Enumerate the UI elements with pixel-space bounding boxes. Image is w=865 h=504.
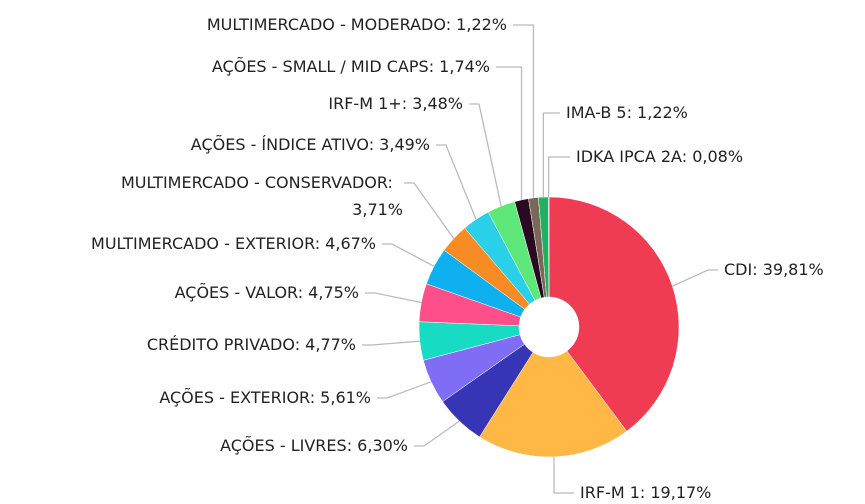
connector bbox=[542, 112, 560, 198]
data-label: AÇÕES - SMALL / MID CAPS: 1,74% bbox=[212, 57, 490, 76]
data-label: AÇÕES - LIVRES: 6,30% bbox=[220, 436, 408, 455]
data-label: IRF-M 1+: 3,48% bbox=[328, 94, 463, 113]
separator: : bbox=[752, 260, 762, 279]
slice bbox=[548, 196, 680, 432]
connector bbox=[513, 24, 535, 198]
separator: : bbox=[298, 283, 308, 302]
connector bbox=[672, 269, 718, 287]
connector bbox=[496, 66, 523, 200]
connector bbox=[382, 243, 435, 267]
connector bbox=[377, 381, 432, 399]
category-label: IRF-M 1+ bbox=[328, 94, 401, 113]
value-label: 0,08% bbox=[692, 147, 743, 166]
connector bbox=[436, 144, 477, 220]
value-label: 5,61% bbox=[320, 388, 371, 407]
separator: : bbox=[429, 57, 439, 76]
category-label: MULTIMERCADO - CONSERVADOR bbox=[121, 173, 388, 192]
connector bbox=[365, 292, 422, 304]
category-label: IRF-M 1 bbox=[580, 483, 640, 502]
data-label: MULTIMERCADO - CONSERVADOR: 3,71% bbox=[121, 173, 403, 219]
data-label: AÇÕES - VALOR: 4,75% bbox=[175, 283, 359, 302]
value-label: 1,74% bbox=[439, 57, 490, 76]
value-label: 6,30% bbox=[357, 436, 408, 455]
slice bbox=[479, 350, 628, 458]
connector bbox=[548, 156, 570, 198]
data-label: MULTIMERCADO - MODERADO: 1,22% bbox=[207, 15, 507, 34]
value-label: 4,75% bbox=[308, 283, 359, 302]
category-label: IMA-B 5 bbox=[566, 103, 627, 122]
separator: : bbox=[315, 234, 325, 253]
connector bbox=[469, 103, 502, 207]
category-label: CRÉDITO PRIVADO bbox=[147, 335, 295, 354]
separator: : bbox=[682, 147, 692, 166]
category-label: MULTIMERCADO - MODERADO bbox=[207, 15, 446, 34]
data-label: MULTIMERCADO - EXTERIOR: 4,67% bbox=[91, 234, 376, 253]
separator: : bbox=[295, 335, 305, 354]
separator: : bbox=[388, 173, 398, 192]
category-label: CDI bbox=[724, 260, 752, 279]
category-label: AÇÕES - SMALL / MID CAPS bbox=[212, 57, 429, 76]
separator: : bbox=[369, 135, 379, 154]
data-label: CDI: 39,81% bbox=[724, 260, 824, 279]
category-label: AÇÕES - LIVRES bbox=[220, 436, 347, 455]
value-label: 39,81% bbox=[763, 260, 824, 279]
separator: : bbox=[347, 436, 357, 455]
value-label: 4,67% bbox=[325, 234, 376, 253]
value-label: 3,48% bbox=[412, 94, 463, 113]
separator: : bbox=[446, 15, 456, 34]
separator: : bbox=[627, 103, 637, 122]
data-label: IDKA IPCA 2A: 0,08% bbox=[576, 147, 743, 166]
connector bbox=[362, 340, 420, 346]
data-label: AÇÕES - EXTERIOR: 5,61% bbox=[159, 388, 371, 407]
connector bbox=[404, 182, 455, 239]
connector bbox=[414, 420, 460, 447]
data-label: IRF-M 1: 19,17% bbox=[580, 483, 711, 502]
separator: : bbox=[310, 388, 320, 407]
category-label: AÇÕES - VALOR bbox=[175, 283, 298, 302]
separator: : bbox=[402, 94, 412, 113]
value-label: 4,77% bbox=[305, 335, 356, 354]
value-label: 3,71% bbox=[352, 200, 403, 219]
category-label: MULTIMERCADO - EXTERIOR bbox=[91, 234, 315, 253]
data-label: CRÉDITO PRIVADO: 4,77% bbox=[147, 335, 356, 354]
slice bbox=[548, 196, 550, 298]
category-label: AÇÕES - EXTERIOR bbox=[159, 388, 310, 407]
value-label: 1,22% bbox=[456, 15, 507, 34]
value-label: 1,22% bbox=[637, 103, 688, 122]
category-label: IDKA IPCA 2A bbox=[576, 147, 682, 166]
connector bbox=[553, 456, 574, 494]
value-label: 19,17% bbox=[650, 483, 711, 502]
value-label: 3,49% bbox=[379, 135, 430, 154]
data-label: AÇÕES - ÍNDICE ATIVO: 3,49% bbox=[191, 135, 430, 154]
data-label: IMA-B 5: 1,22% bbox=[566, 103, 688, 122]
separator: : bbox=[640, 483, 650, 502]
category-label: AÇÕES - ÍNDICE ATIVO bbox=[191, 135, 369, 154]
